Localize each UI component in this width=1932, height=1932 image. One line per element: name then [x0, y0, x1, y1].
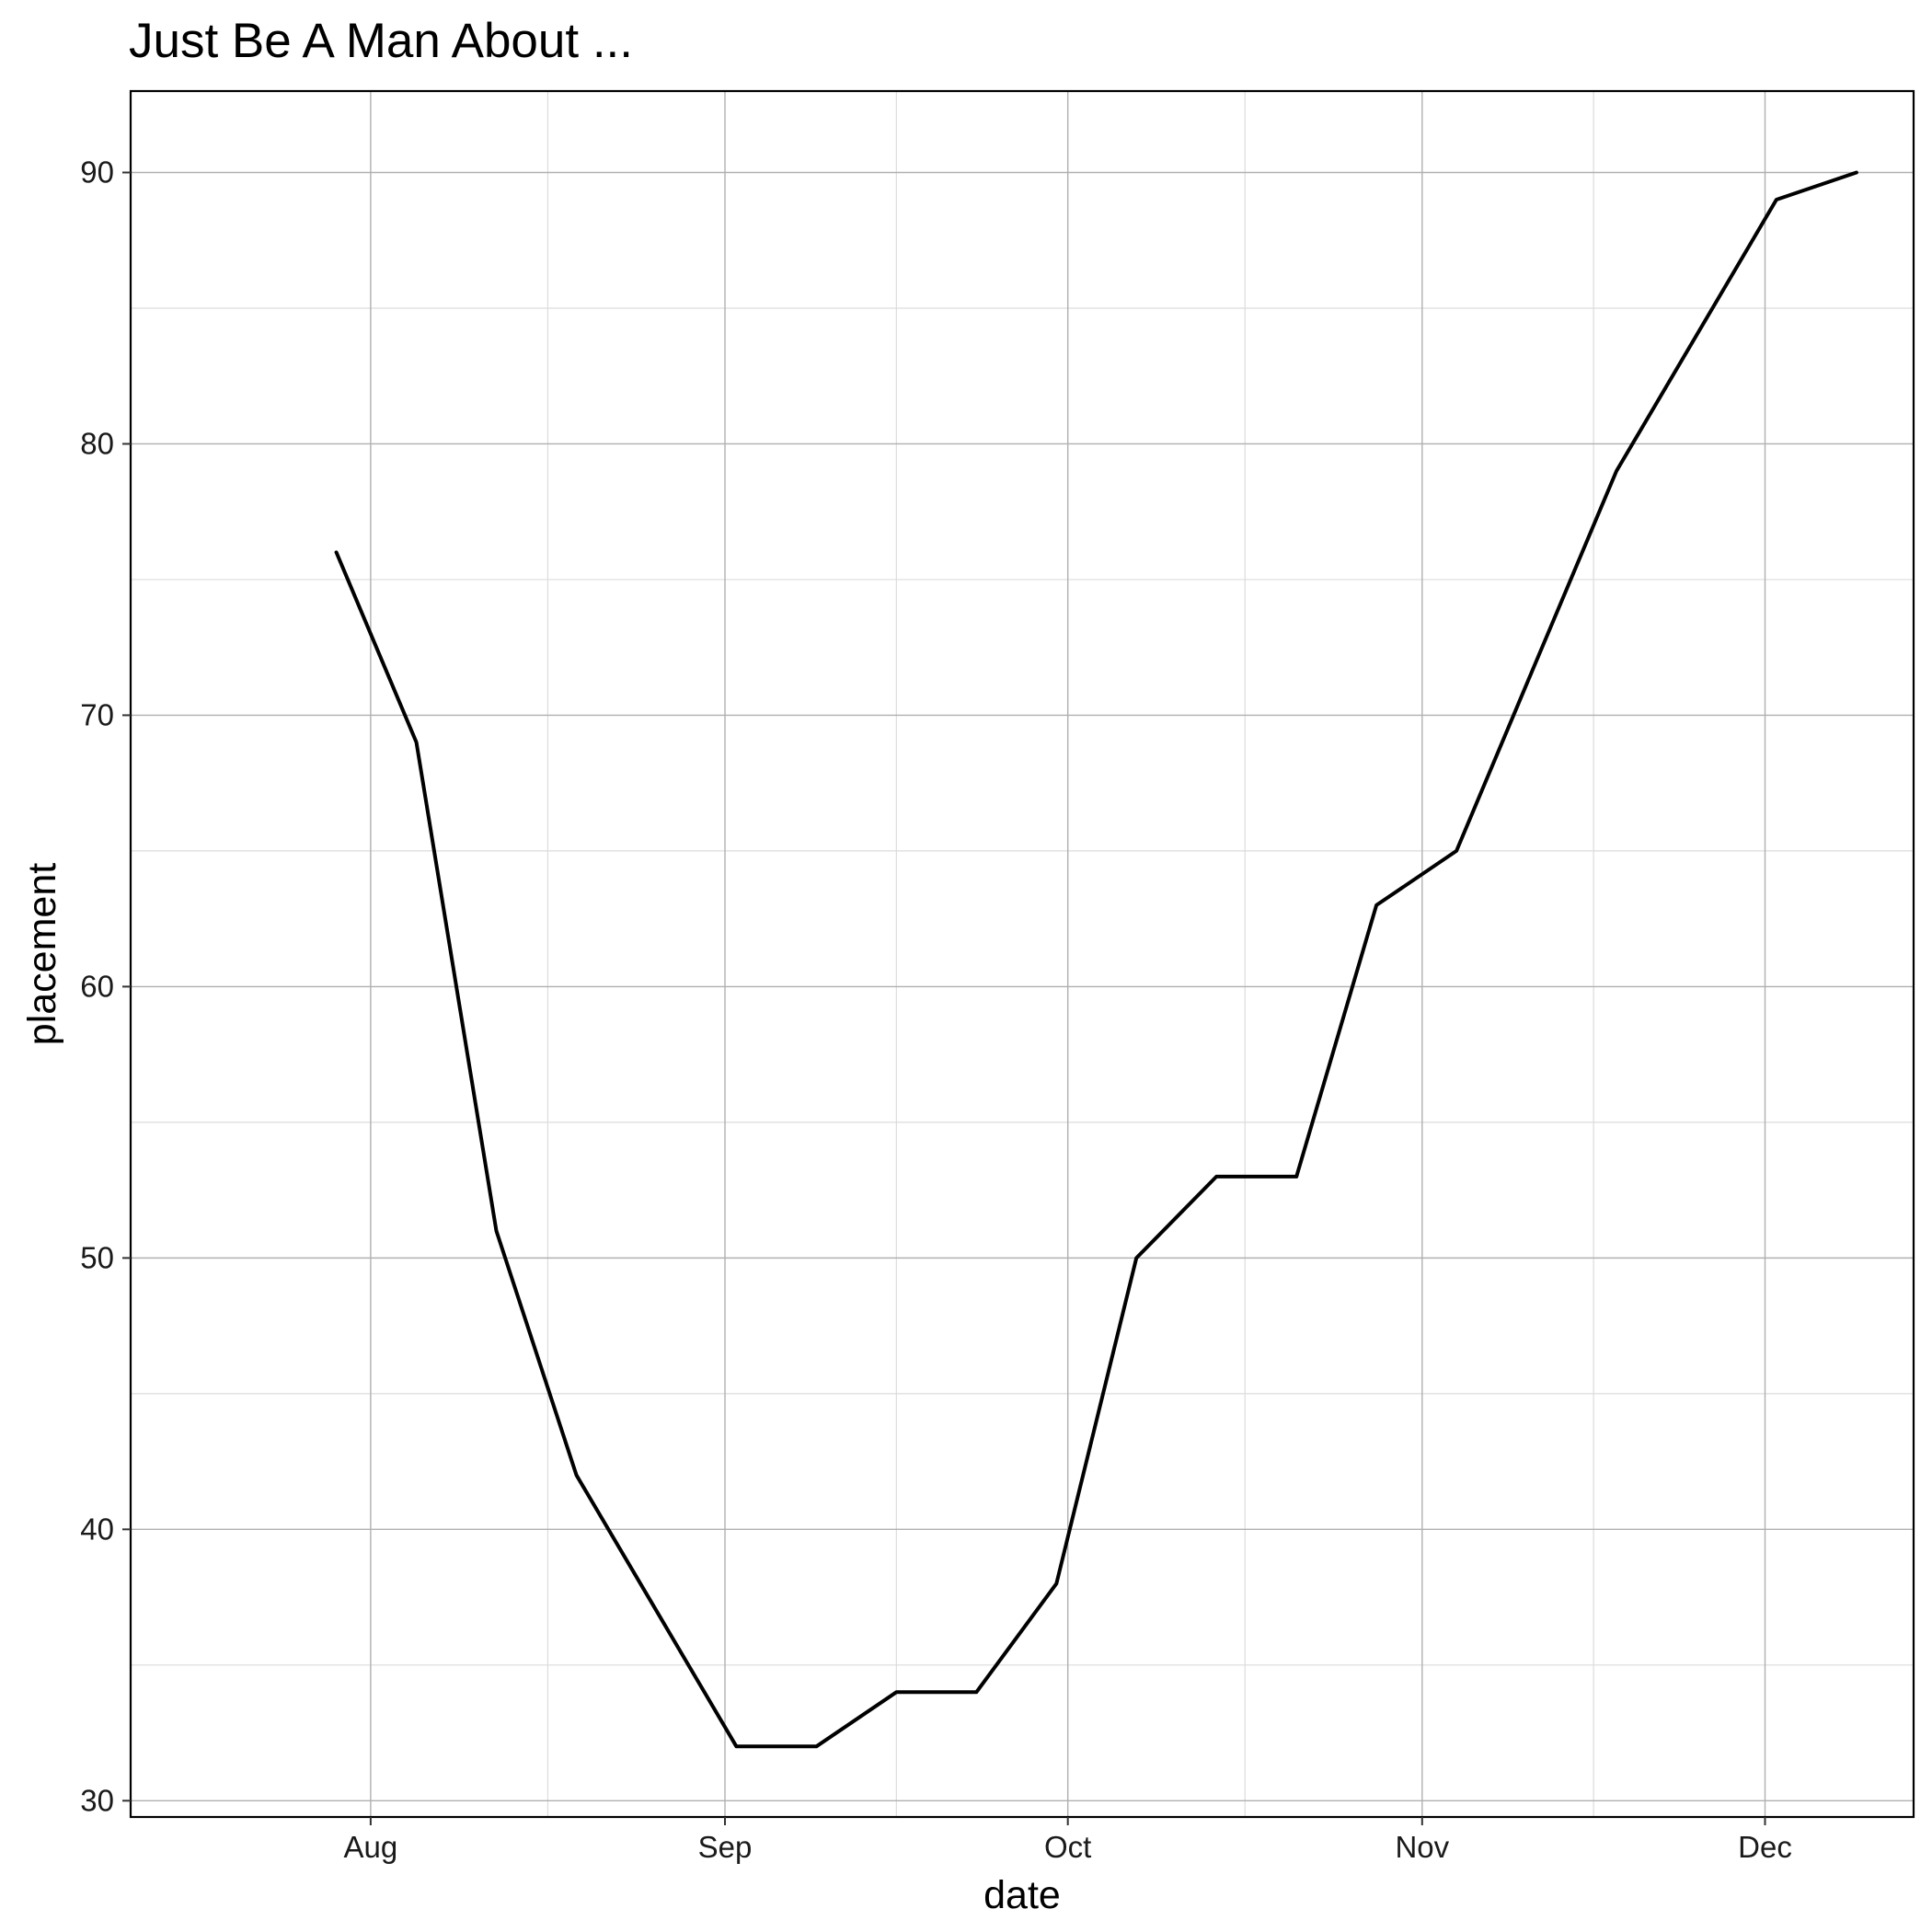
y-tick-label: 80 — [80, 426, 114, 460]
plot-panel — [129, 89, 1915, 1819]
y-tick-label: 50 — [80, 1240, 114, 1274]
chart-title: Just Be A Man About ... — [129, 14, 633, 68]
tick-layer: 30 40 50 60 70 80 90 Aug Sep Oct Nov Dec — [80, 155, 1792, 1864]
series-layer — [334, 170, 1858, 1749]
y-tick-label: 70 — [80, 697, 114, 731]
y-tick-label: 60 — [80, 969, 114, 1003]
y-tick-label: 30 — [80, 1783, 114, 1817]
x-axis-label: date — [983, 1873, 1061, 1917]
x-tick-label: Sep — [698, 1830, 753, 1864]
x-tick-label: Aug — [344, 1830, 398, 1864]
y-tick-label: 40 — [80, 1512, 114, 1546]
series-line — [334, 170, 1858, 1749]
y-axis-label: placement — [20, 863, 64, 1045]
x-tick-label: Dec — [1738, 1830, 1792, 1864]
grid-layer — [131, 91, 1914, 1817]
y-tick-label: 90 — [80, 155, 114, 189]
x-tick-label: Nov — [1395, 1830, 1449, 1864]
x-tick-label: Oct — [1044, 1830, 1091, 1864]
